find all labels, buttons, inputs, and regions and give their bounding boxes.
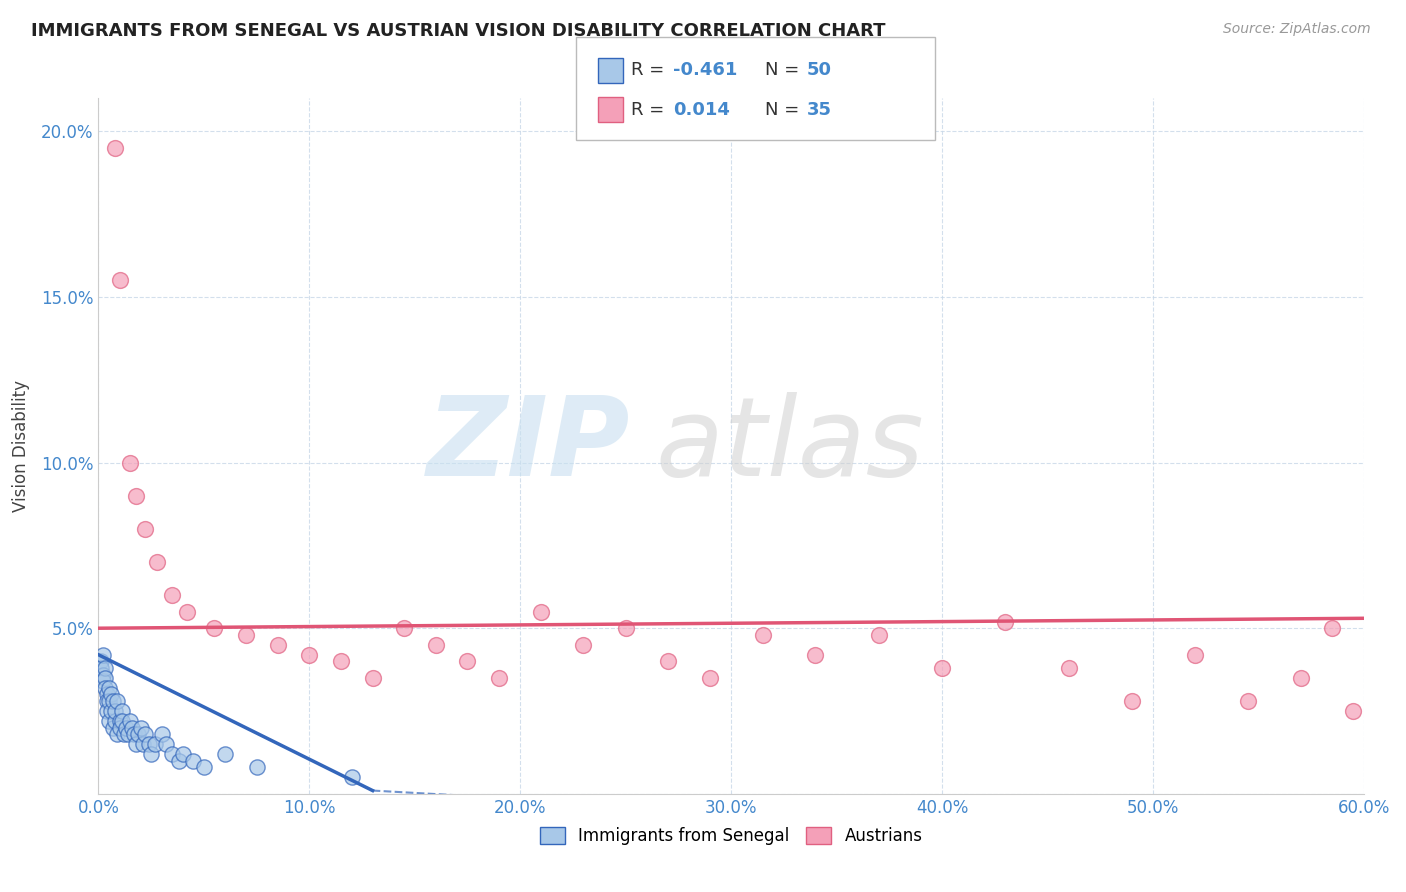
Point <box>115 721 138 735</box>
Point <box>93 681 117 695</box>
Point <box>1184 648 1206 662</box>
Point <box>235 628 257 642</box>
Point <box>167 754 190 768</box>
Point <box>91 674 114 689</box>
Point <box>104 141 127 155</box>
Point <box>107 694 129 708</box>
Text: 50: 50 <box>807 62 832 79</box>
Text: ZIP: ZIP <box>426 392 630 500</box>
Point <box>176 605 198 619</box>
Point <box>488 671 510 685</box>
Point <box>90 654 112 668</box>
Point <box>155 737 177 751</box>
Point <box>90 661 112 675</box>
Point <box>1343 704 1365 718</box>
Point <box>125 737 148 751</box>
Point <box>530 605 553 619</box>
Text: N =: N = <box>765 101 804 119</box>
Point <box>124 727 146 741</box>
Point <box>117 727 139 741</box>
Point <box>330 654 353 668</box>
Point <box>111 704 132 718</box>
Point <box>868 628 890 642</box>
Text: R =: R = <box>631 101 676 119</box>
Point <box>699 671 721 685</box>
Point <box>1057 661 1080 675</box>
Point <box>183 754 205 768</box>
Point <box>804 648 827 662</box>
Point <box>1237 694 1260 708</box>
Point <box>111 714 132 728</box>
Point <box>162 588 183 602</box>
Text: N =: N = <box>765 62 804 79</box>
Text: R =: R = <box>631 62 671 79</box>
Point <box>267 638 290 652</box>
Point <box>121 721 143 735</box>
Point <box>107 727 129 741</box>
Point <box>96 704 118 718</box>
Point <box>108 721 131 735</box>
Point <box>98 714 121 728</box>
Point <box>112 727 135 741</box>
Point <box>141 747 163 761</box>
Point <box>172 747 194 761</box>
Point <box>1289 671 1312 685</box>
Point <box>103 694 125 708</box>
Point <box>93 661 117 675</box>
Point <box>614 621 637 635</box>
Point <box>98 694 121 708</box>
Point <box>246 760 269 774</box>
Point <box>96 694 118 708</box>
Point <box>150 727 173 741</box>
Point <box>103 721 125 735</box>
Point <box>125 489 148 503</box>
Point <box>129 721 152 735</box>
Point <box>134 727 156 741</box>
Point <box>108 273 131 287</box>
Point <box>132 737 155 751</box>
Point <box>100 688 122 702</box>
Point <box>361 671 384 685</box>
Point <box>340 770 363 784</box>
Point <box>100 704 122 718</box>
Point <box>193 760 215 774</box>
Text: -0.461: -0.461 <box>673 62 738 79</box>
Text: atlas: atlas <box>655 392 924 500</box>
Point <box>752 628 775 642</box>
Point <box>394 621 416 635</box>
Point <box>146 555 169 569</box>
Point <box>91 648 114 662</box>
Point <box>98 681 121 695</box>
Legend: Immigrants from Senegal, Austrians: Immigrants from Senegal, Austrians <box>533 820 929 852</box>
Text: Source: ZipAtlas.com: Source: ZipAtlas.com <box>1223 22 1371 37</box>
Text: 0.014: 0.014 <box>673 101 730 119</box>
Text: IMMIGRANTS FROM SENEGAL VS AUSTRIAN VISION DISABILITY CORRELATION CHART: IMMIGRANTS FROM SENEGAL VS AUSTRIAN VISI… <box>31 22 886 40</box>
Point <box>204 621 226 635</box>
Point <box>931 661 953 675</box>
Point <box>456 654 478 668</box>
Text: 35: 35 <box>807 101 832 119</box>
Point <box>120 714 141 728</box>
Point <box>138 737 160 751</box>
Y-axis label: Vision Disability: Vision Disability <box>11 380 30 512</box>
Point <box>134 522 156 536</box>
Point <box>1121 694 1143 708</box>
Point <box>994 615 1017 629</box>
Point <box>162 747 183 761</box>
Point <box>108 714 131 728</box>
Point <box>1322 621 1344 635</box>
Point <box>298 648 321 662</box>
Point <box>128 727 150 741</box>
Point <box>104 704 127 718</box>
Point <box>120 456 141 470</box>
Point <box>572 638 595 652</box>
Point <box>657 654 679 668</box>
Point <box>214 747 236 761</box>
Point <box>425 638 447 652</box>
Point <box>93 671 117 685</box>
Point <box>96 688 118 702</box>
Point <box>104 714 127 728</box>
Point <box>91 667 114 681</box>
Point <box>145 737 166 751</box>
